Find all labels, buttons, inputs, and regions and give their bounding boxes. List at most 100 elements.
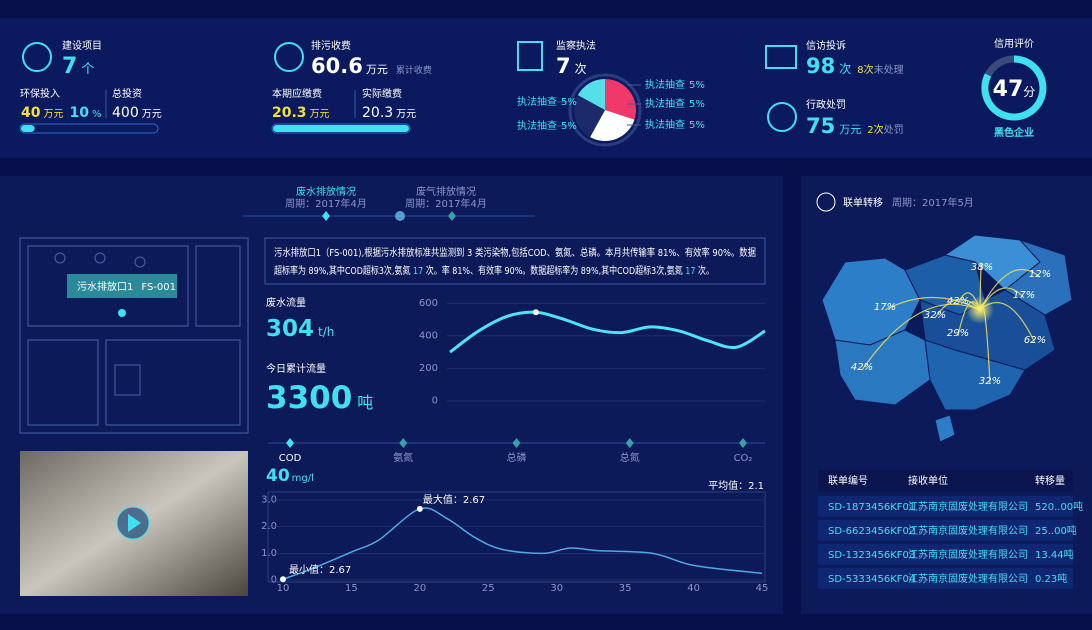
table-row	[818, 496, 1073, 517]
label: 实际缴费	[362, 87, 402, 100]
unit: 次	[575, 62, 587, 76]
value: 40	[21, 105, 41, 121]
unit: 万元	[142, 109, 162, 120]
table-cell: 25..00吨	[1035, 524, 1077, 537]
text: 次。	[695, 264, 714, 277]
unit: 万元	[43, 109, 63, 120]
tab[interactable]: 废气排放情况	[416, 185, 476, 198]
data-point	[532, 309, 539, 316]
icon	[274, 42, 304, 72]
unit: 万元	[366, 63, 388, 76]
stat: 400 万元	[112, 105, 162, 121]
legend-label: 执法抽查	[645, 118, 685, 131]
icon	[517, 41, 543, 71]
note: 处罚	[884, 124, 904, 136]
y-tick-label: 400	[419, 330, 438, 341]
unit: t/h	[318, 325, 334, 339]
icon	[22, 42, 52, 72]
legend-item: 执法抽查 5%	[517, 95, 577, 108]
data-line	[449, 310, 766, 354]
pollutant-tab[interactable]: 氨氮	[393, 451, 413, 464]
legend-item: 执法抽查 5%	[517, 119, 577, 132]
label: 环保投入	[20, 87, 60, 100]
label: 废水流量	[266, 296, 306, 309]
tab-period: 周期：2017年4月	[405, 197, 487, 210]
map-label: 42%	[947, 296, 969, 307]
pending: 8次	[857, 63, 873, 76]
pollutant-tabs: COD 氨氮 总磷 总氮 CO₂	[279, 438, 753, 464]
pollutant-tab[interactable]: COD	[279, 453, 302, 464]
map-labels: 38%12%17%42%17%32%29%42%62%32%	[851, 262, 1051, 387]
play-icon	[128, 514, 141, 532]
outlet-label: 污水排放口1 FS-001	[77, 280, 176, 293]
value: 304	[266, 316, 314, 342]
frame	[19, 237, 249, 434]
highlight: 17	[685, 266, 695, 277]
label: 建设项目	[62, 39, 102, 52]
tank	[27, 245, 189, 327]
unit: 分	[1023, 85, 1035, 99]
pollutant-tab[interactable]: 总磷	[507, 451, 527, 464]
pollutant-tab[interactable]: 总氮	[620, 451, 640, 464]
value: 40	[266, 466, 290, 486]
legend-label: 执法抽查	[517, 119, 557, 132]
tab[interactable]: 废水排放情况	[296, 185, 356, 198]
data-point	[416, 505, 423, 512]
x-tick-label: 45	[756, 583, 769, 594]
x-tick-label: 30	[550, 583, 563, 594]
stat: 75 万元 2次处罚	[806, 114, 904, 138]
stat: 40 万元 10%	[21, 105, 101, 121]
table-cell: 江苏南京固废处理有限公司	[908, 500, 1028, 513]
map-label: 17%	[1013, 290, 1035, 301]
x-tick-label: 35	[619, 583, 632, 594]
y-tick-label: 600	[419, 298, 438, 309]
stat: 60.6 万元 累计收费	[311, 54, 432, 78]
legend-value: 5%	[689, 99, 705, 110]
value: 75	[806, 114, 835, 138]
legend-label: 执法抽查	[645, 78, 685, 91]
outlet-box[interactable]	[67, 274, 177, 298]
value: 20.3	[272, 105, 307, 121]
pollutant-tab[interactable]: CO₂	[734, 453, 753, 464]
note: 未处理	[874, 64, 904, 76]
unit: 万元	[310, 109, 330, 120]
count: 2次	[867, 123, 883, 136]
tab-marker	[448, 211, 456, 221]
stat: 98 次 8次未处理	[806, 54, 904, 78]
unit: mg/l	[292, 473, 314, 484]
icon	[816, 192, 836, 212]
pipe	[94, 252, 106, 264]
average: 平均值：2.1	[708, 479, 764, 492]
table-cell: 江苏南京固废处理有限公司	[908, 548, 1028, 561]
tab-marker	[512, 438, 521, 448]
flow-arc	[861, 303, 981, 371]
stairs	[114, 364, 141, 396]
glow	[395, 211, 405, 221]
map-label: 62%	[1024, 335, 1046, 346]
value: 10	[69, 105, 89, 121]
icon	[765, 45, 797, 69]
x-tick-label: 20	[413, 583, 426, 594]
table-cell: 江苏南京固废处理有限公司	[908, 572, 1028, 585]
unit: 个	[81, 62, 94, 77]
value: 3300	[266, 380, 352, 416]
unit: 吨	[357, 393, 373, 412]
table-cell: 13.44吨	[1035, 548, 1074, 561]
label: 监察执法	[556, 39, 596, 52]
table-header-cell: 转移量	[1035, 474, 1065, 487]
legend-item: 执法抽查 5%	[645, 78, 705, 91]
map-label: 29%	[947, 328, 969, 339]
pie-slice	[577, 79, 605, 110]
tab-marker	[286, 438, 294, 448]
pie: 执法抽查 5% 执法抽查 5% 执法抽查 5% 执法抽查 5% 执法抽查 5%	[517, 78, 705, 141]
data-point	[280, 576, 286, 583]
unit: 次	[839, 62, 851, 76]
unit: 万元	[396, 109, 416, 120]
progress-fill	[21, 125, 35, 132]
table-row	[818, 568, 1073, 589]
island	[934, 414, 956, 443]
description-box	[264, 237, 766, 285]
legend-value: 5%	[561, 97, 577, 108]
table-header	[818, 470, 1073, 492]
